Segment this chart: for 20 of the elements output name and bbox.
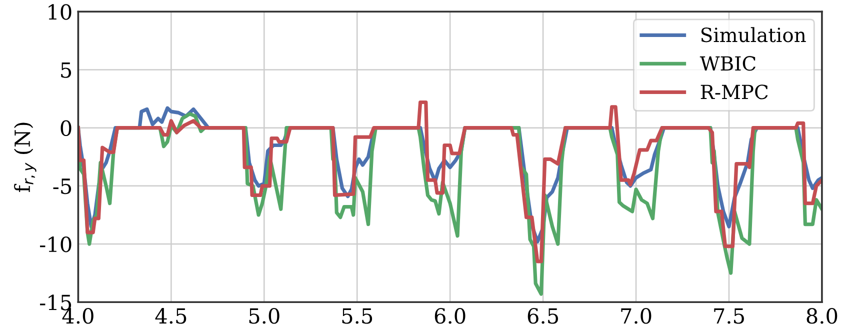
x-tick-label: 4.5: [155, 308, 186, 324]
y-tick-label: -5: [53, 178, 72, 194]
y-tick-label: 10: [48, 4, 72, 20]
legend-label: R-MPC: [700, 84, 768, 100]
x-tick-label: 5.5: [342, 308, 372, 324]
x-tick-label: 4.0: [62, 308, 94, 324]
x-tick-label: 6.5: [528, 308, 558, 324]
y-tick-label: 0: [60, 120, 72, 136]
x-tick-label: 7.0: [621, 308, 652, 324]
x-tick-label: 8.0: [806, 308, 838, 324]
y-tick-label: -10: [40, 236, 72, 252]
legend-label: Simulation: [701, 27, 806, 42]
legend-label: WBIC: [700, 56, 756, 71]
y-tick-label: 5: [61, 62, 72, 78]
y-tick-label: -15: [40, 294, 72, 310]
x-tick-label: 7.5: [714, 308, 744, 324]
x-tick-label: 5.0: [249, 308, 280, 324]
line-series: [78, 100, 822, 264]
x-tick-label: 6.0: [434, 308, 466, 324]
y-axis-title: f$_{r,y}$ (N): [14, 122, 36, 192]
